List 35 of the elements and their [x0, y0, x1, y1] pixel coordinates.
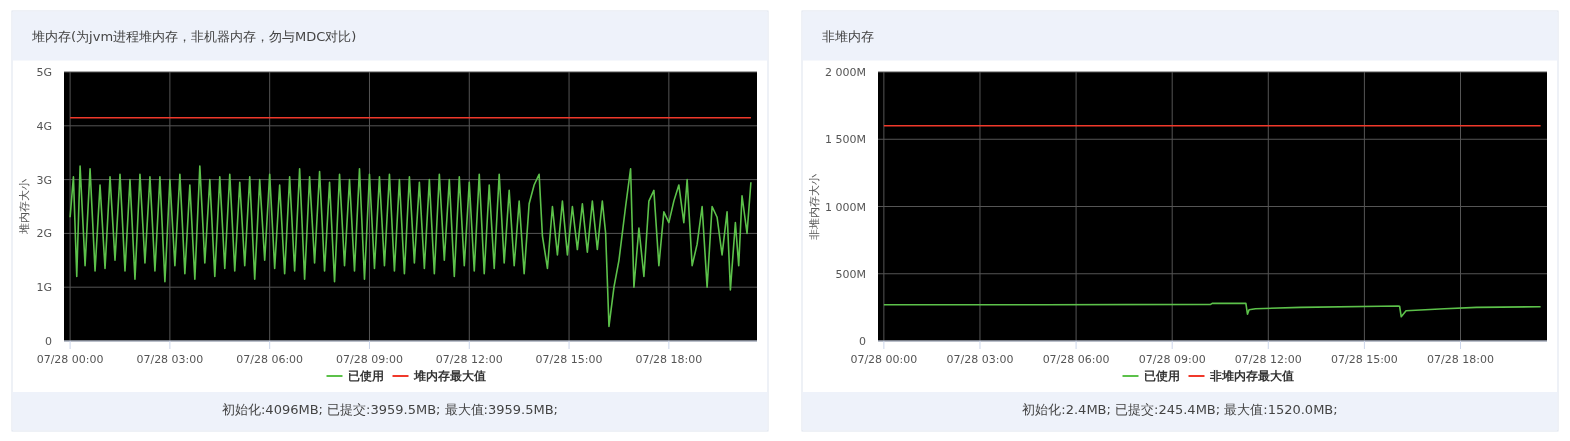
y-tick-label: 5G — [36, 66, 52, 79]
text: 初始化:4096MB; 已提交:3959.5MB; 最大值:3959.5MB; — [221, 402, 559, 417]
x-tick-label: 07/28 06:00 — [236, 353, 304, 366]
x-tick-label: 07/28 06:00 — [1042, 353, 1110, 366]
chart-title: 堆内存(为jvm进程堆内存，非机器内存，勿与MDC对比) — [31, 29, 357, 44]
legend-label: 已使用 — [347, 369, 384, 383]
y-tick-label: 0 — [859, 335, 866, 348]
y-tick-label: 1 000M — [825, 200, 866, 214]
y-tick-label: 2 000M — [825, 66, 866, 79]
y-tick-label: 3G — [36, 173, 52, 187]
y-tick-label: 1G — [36, 281, 52, 295]
y-axis-title: 堆内存大小 — [18, 179, 31, 235]
y-tick-label: 2G — [36, 227, 52, 241]
x-tick-label: 07/28 03:00 — [946, 353, 1014, 366]
x-tick-label: 07/28 12:00 — [1234, 353, 1302, 366]
legend-label: 堆内存最大值 — [412, 369, 486, 383]
x-tick-label: 07/28 00:00 — [850, 353, 918, 366]
text: 初始化:2.4MB; 已提交:245.4MB; 最大值:1520.0MB; — [1022, 402, 1338, 417]
x-tick-label: 07/28 15:00 — [1330, 353, 1398, 366]
legend-label: 非堆内存最大值 — [1208, 369, 1294, 383]
y-tick-label: 500M — [835, 267, 866, 281]
y-tick-label: 0 — [45, 335, 52, 348]
chart-title: 非堆内存 — [822, 29, 874, 44]
x-tick-label: 07/28 18:00 — [1427, 353, 1494, 366]
x-tick-label: 07/28 12:00 — [435, 353, 503, 366]
x-tick-label: 07/28 00:00 — [36, 353, 104, 366]
y-tick-label: 1 500M — [825, 133, 866, 147]
y-tick-label: 4G — [36, 119, 52, 133]
x-tick-label: 07/28 09:00 — [1138, 353, 1206, 366]
x-tick-label: 07/28 18:00 — [635, 353, 703, 366]
legend-label: 已使用 — [1143, 369, 1180, 383]
y-axis-title: 非堆内存大小 — [808, 173, 821, 240]
x-tick-label: 07/28 09:00 — [336, 353, 403, 366]
x-tick-label: 07/28 15:00 — [535, 353, 603, 366]
x-tick-label: 07/28 03:00 — [136, 353, 204, 366]
